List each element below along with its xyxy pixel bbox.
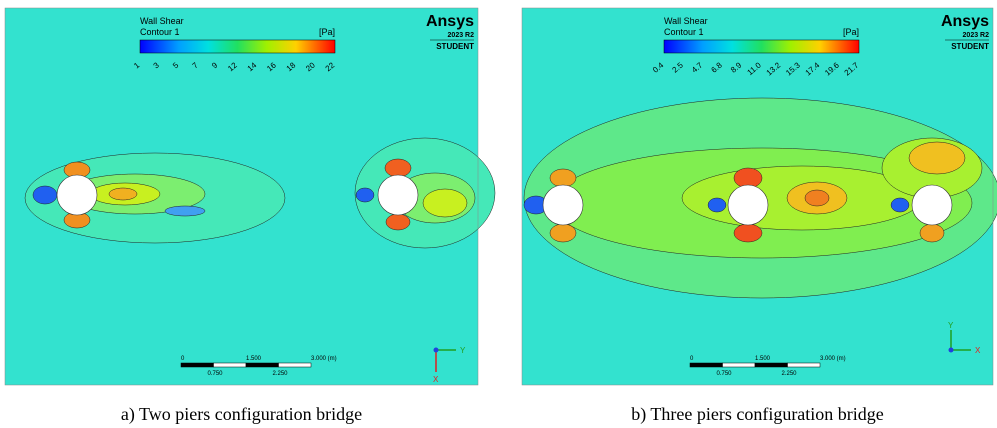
caption: a) Two piers configuration bridge — [121, 404, 362, 425]
axis-label: Y — [948, 321, 954, 330]
contour-region — [386, 214, 410, 230]
axis-label: Y — [460, 346, 466, 355]
legend-title: Wall Shear — [140, 16, 184, 26]
pier — [912, 185, 952, 225]
scale-segment — [690, 363, 723, 367]
contour-region — [805, 190, 829, 206]
scale-sublabel: 0.750 — [208, 371, 224, 377]
scale-label: 3.000 (m) — [820, 356, 846, 362]
scale-sublabel: 2.250 — [782, 371, 798, 377]
scale-segment — [214, 363, 247, 367]
colorbar — [140, 40, 335, 53]
contour-region — [891, 198, 909, 212]
scale-segment — [723, 363, 756, 367]
axis-origin — [949, 348, 954, 353]
axis-label: X — [975, 346, 981, 355]
axis-origin — [434, 348, 439, 353]
scale-segment — [279, 363, 312, 367]
scale-segment — [755, 363, 788, 367]
caption: b) Three piers configuration bridge — [631, 404, 884, 425]
pier — [728, 185, 768, 225]
contour-region — [909, 142, 965, 174]
scale-sublabel: 2.250 — [273, 371, 289, 377]
pier — [543, 185, 583, 225]
legend-unit: [Pa] — [319, 27, 335, 37]
logo-edition: STUDENT — [436, 42, 474, 51]
scale-segment — [181, 363, 214, 367]
contour-region — [165, 206, 205, 216]
logo-name: Ansys — [426, 13, 474, 30]
scale-segment — [788, 363, 821, 367]
scale-label: 1.500 — [755, 356, 771, 362]
colorbar — [664, 40, 859, 53]
legend-unit: [Pa] — [843, 27, 859, 37]
logo-version: 2023 R2 — [963, 32, 990, 39]
pier — [378, 175, 418, 215]
axis-label: X — [433, 375, 439, 384]
logo-version: 2023 R2 — [448, 32, 475, 39]
legend-subtitle: Contour 1 — [140, 27, 180, 37]
logo-name: Ansys — [941, 13, 989, 30]
contour-region — [385, 159, 411, 177]
contour-region — [708, 198, 726, 212]
scale-label: 3.000 (m) — [311, 356, 337, 362]
contour-region — [920, 224, 944, 242]
contour-region — [109, 188, 137, 200]
legend-title: Wall Shear — [664, 16, 708, 26]
pier — [57, 175, 97, 215]
contour-region — [356, 188, 374, 202]
contour-region — [734, 224, 762, 242]
contour-region — [550, 224, 576, 242]
legend-subtitle: Contour 1 — [664, 27, 704, 37]
scale-label: 1.500 — [246, 356, 262, 362]
contour-region — [423, 189, 467, 217]
figure: Wall ShearContour 1[Pa]13579121416182022… — [0, 0, 997, 428]
scale-sublabel: 0.750 — [717, 371, 733, 377]
contour-region — [550, 169, 576, 187]
scale-segment — [246, 363, 279, 367]
logo-edition: STUDENT — [951, 42, 989, 51]
contour-region — [33, 186, 57, 204]
